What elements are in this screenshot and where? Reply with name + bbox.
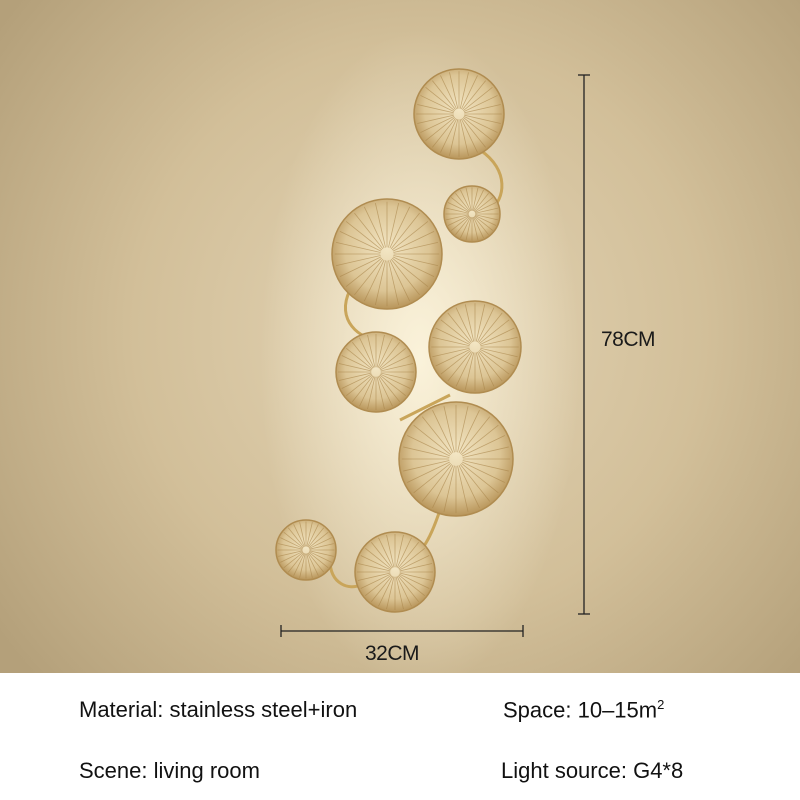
lily-pad-shade	[335, 331, 417, 413]
lily-pad-shade	[443, 185, 501, 243]
height-label: 78CM	[601, 328, 656, 351]
lamp-illustration	[275, 68, 590, 637]
lily-pad-shade	[331, 198, 443, 310]
spec-space: Space: 10–15m2	[503, 697, 664, 723]
spec-space-text: Space: 10–15m	[503, 697, 658, 723]
lily-pad-shade	[354, 531, 436, 613]
spec-light-source: Light source: G4*8	[501, 758, 684, 783]
spec-scene: Scene: living room	[79, 758, 260, 783]
spec-space-superscript: 2	[657, 697, 665, 712]
width-dimension-line	[280, 625, 524, 637]
lily-pad-shade	[428, 300, 522, 394]
product-photo: 78CM 32CM	[0, 0, 800, 673]
height-dimension-line	[578, 74, 590, 615]
width-label: 32CM	[365, 642, 420, 665]
spec-material: Material: stainless steel+iron	[79, 697, 358, 722]
lily-pad-shade	[275, 519, 337, 581]
lily-pad-shade	[413, 68, 505, 160]
lily-pad-shade	[398, 401, 514, 517]
